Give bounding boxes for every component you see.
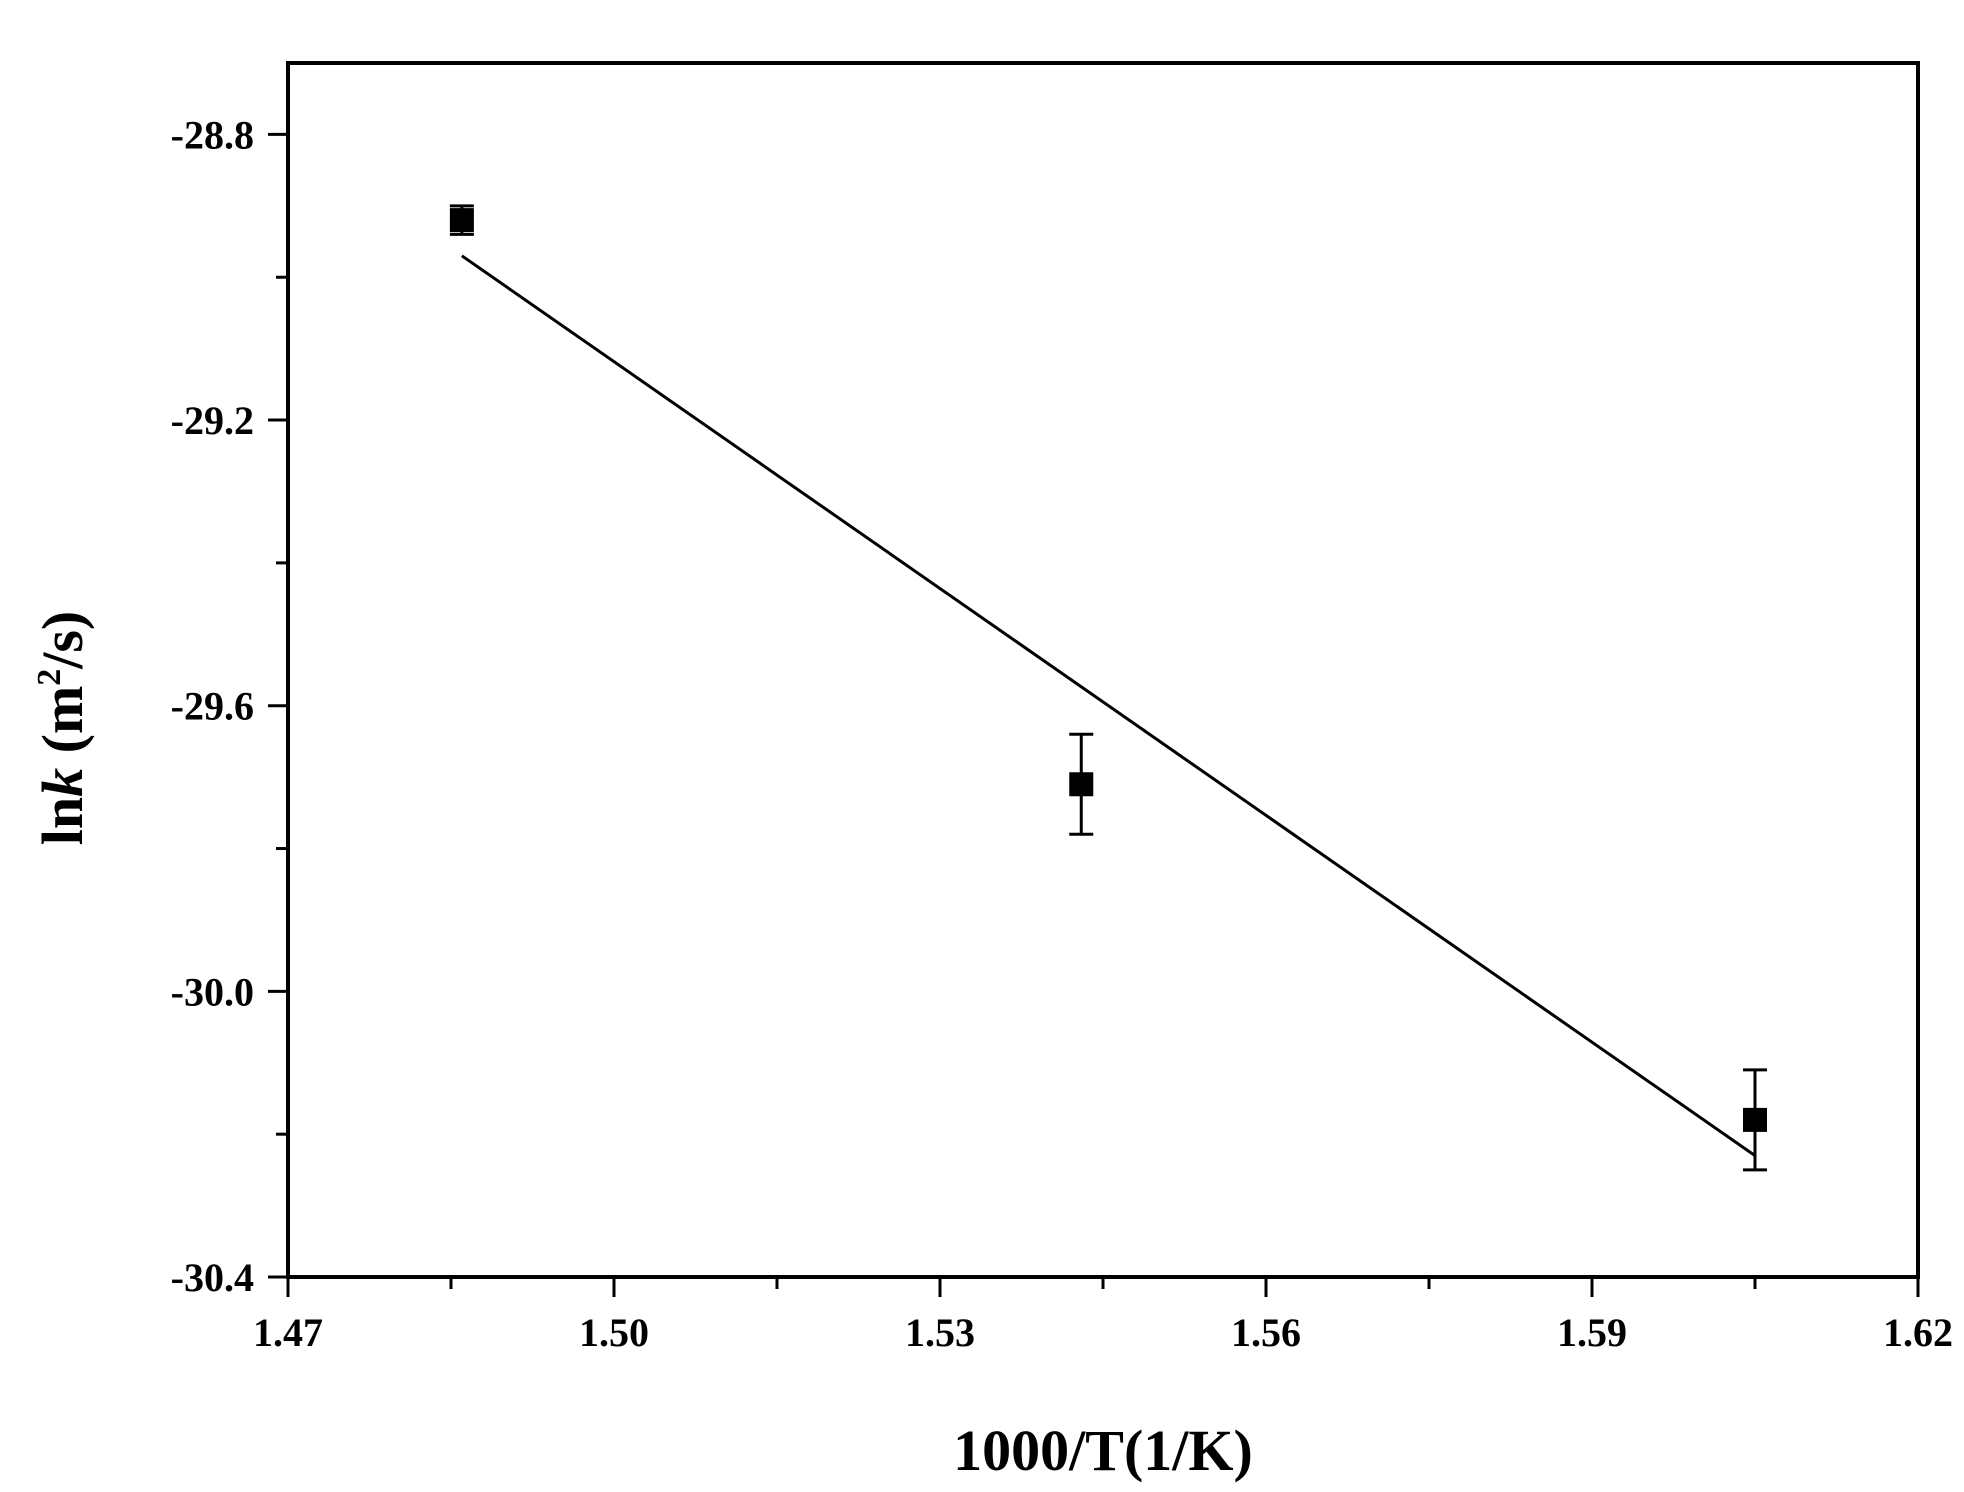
y-axis-title-prefix: ln	[30, 797, 95, 845]
x-tick-label: 1.62	[1883, 1310, 1953, 1355]
data-points	[449, 204, 1767, 1172]
y-axis-title-unit-open: (m	[30, 686, 95, 768]
y-tick-label: -29.2	[171, 398, 254, 443]
data-point-marker	[1069, 772, 1094, 797]
fit-line-group	[461, 254, 1756, 1157]
x-axis-ticks	[286, 1277, 1920, 1297]
plot-frame	[286, 61, 1920, 1279]
y-tick-label: -30.0	[171, 969, 254, 1014]
y-tick-label: -30.4	[171, 1255, 254, 1300]
y-tick-label: -28.8	[171, 112, 254, 157]
y-axis-tick-labels: -28.8 -29.2 -29.6 -30.0 -30.4	[171, 112, 254, 1300]
x-tick-label: 1.50	[579, 1310, 649, 1355]
data-point-marker	[449, 208, 474, 233]
x-axis-title: 1000/T(1/K)	[953, 1418, 1253, 1483]
data-point-marker	[1743, 1107, 1767, 1132]
fit-line	[461, 254, 1756, 1157]
y-tick-label: -29.6	[171, 684, 254, 729]
y-axis-ticks	[268, 132, 288, 1279]
y-axis-title-var: k	[30, 768, 95, 797]
x-tick-label: 1.56	[1231, 1310, 1301, 1355]
x-tick-label: 1.59	[1557, 1310, 1627, 1355]
y-axis-title: lnk (m2/s)	[30, 611, 95, 846]
x-tick-label: 1.53	[905, 1310, 975, 1355]
y-axis-title-unit-sup: 2	[31, 669, 68, 686]
x-tick-label: 1.47	[253, 1310, 323, 1355]
y-axis-title-unit-close: /s)	[30, 611, 95, 670]
x-axis-tick-labels: 1.47 1.50 1.53 1.56 1.59 1.62	[253, 1310, 1953, 1355]
